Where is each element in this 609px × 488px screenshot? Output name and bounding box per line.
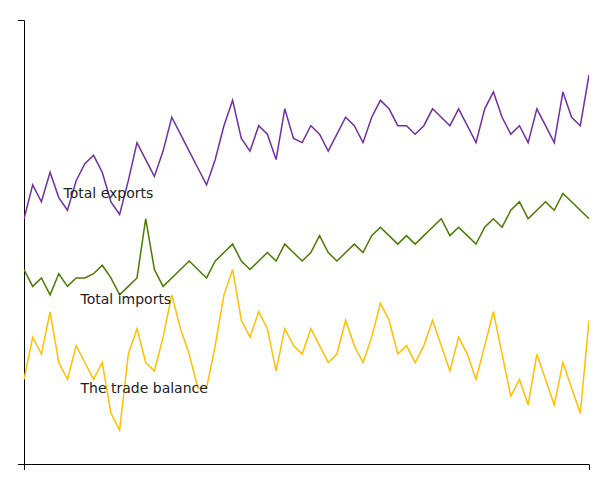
annotations: Total exports Total imports The trade bala…: [63, 185, 208, 396]
series-line: [24, 193, 589, 294]
axis-line: [25, 465, 590, 471]
y-axis: [18, 21, 25, 465]
axis-line: [18, 21, 25, 465]
chart: Total exports Total imports The trade bala…: [0, 0, 609, 488]
series-line: [24, 269, 589, 430]
series-line: [24, 75, 589, 219]
plot: Total exports Total imports The trade bala…: [18, 21, 590, 471]
series-label: Total imports: [80, 291, 172, 307]
x-axis: [25, 465, 590, 471]
series-label: The trade balance: [80, 380, 208, 396]
series-label: Total exports: [63, 185, 154, 201]
series-group: [24, 75, 589, 430]
